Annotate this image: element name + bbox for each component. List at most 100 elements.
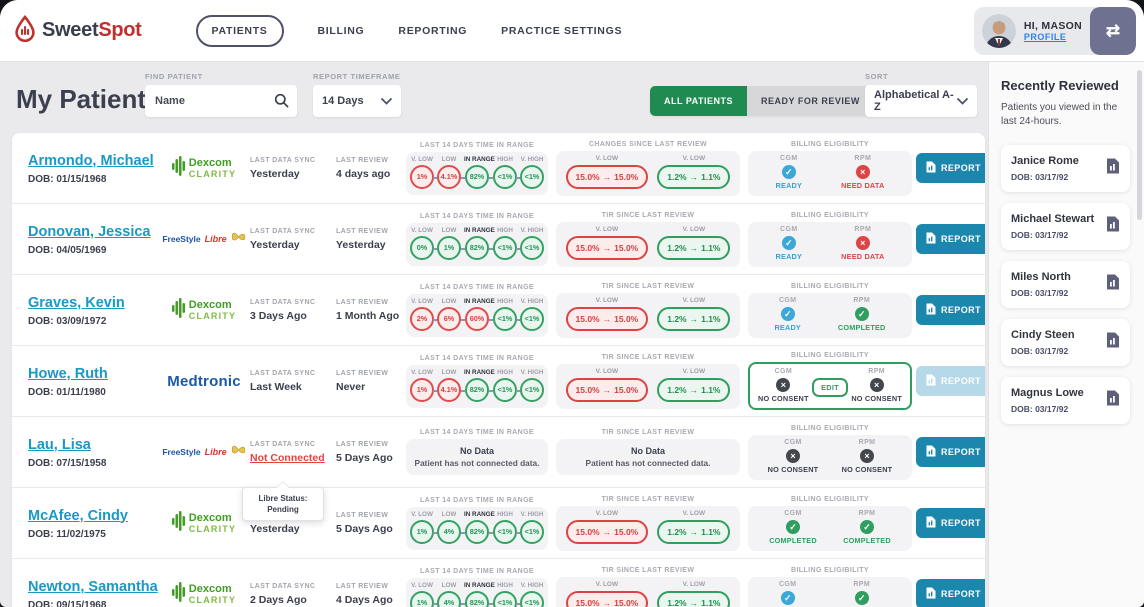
timeframe-select[interactable]: 14 Days (313, 85, 401, 117)
reviewed-patient-dob: DOB: 03/17/92 (1011, 172, 1069, 182)
last-data-sync-value[interactable]: Not Connected (250, 451, 325, 464)
recently-reviewed-card[interactable]: Janice Rome DOB: 03/17/92 (1001, 145, 1130, 192)
nav-practice-settings[interactable]: PRACTICE SETTINGS (501, 17, 622, 45)
report-button[interactable]: REPORT (916, 366, 985, 396)
recently-reviewed-text: Magnus Lowe DOB: 03/17/92 (1011, 387, 1084, 414)
x-circle-icon: × (786, 448, 800, 463)
billing-status: NO CONSENT (758, 394, 809, 403)
change-to: 1.1% (701, 242, 721, 253)
patient-name-link[interactable]: Graves, Kevin (28, 294, 125, 311)
nav-reporting[interactable]: REPORTING (398, 17, 467, 45)
billing-status: NO CONSENT (851, 394, 902, 403)
report-button[interactable]: REPORT (916, 437, 985, 467)
scrollbar-thumb[interactable] (1137, 70, 1142, 220)
recently-reviewed-card[interactable]: Magnus Lowe DOB: 03/17/92 (1001, 377, 1130, 424)
tir-item: IN RANGE 82% (461, 369, 495, 402)
last-data-sync-value: 3 Days Ago (250, 309, 307, 322)
changes-panel: V. LOW 15.0% 15.0% V. LOW 1.2% 1.1% (556, 221, 740, 267)
device-sub-name: CLARITY (188, 169, 237, 179)
check-circle-icon: ✓ (780, 590, 795, 605)
tir-panel: V. LOW 2% LOW 6% IN RANGE 60% HIGH <1% V. HIGH <1… (406, 293, 548, 337)
recently-reviewed-subtitle: Patients you viewed in the last 24-hours… (1001, 102, 1118, 127)
patient-row: Donovan, Jessica DOB: 04/05/1969 FreeStyle… (12, 204, 985, 275)
tir-item: HIGH <1% (489, 298, 517, 331)
billing-type-label: RPM (868, 368, 886, 375)
ready-for-review-toggle[interactable]: READY FOR REVIEW (747, 86, 874, 116)
change-from: 1.2% (667, 526, 687, 537)
recently-reviewed-card[interactable]: Miles North DOB: 03/17/92 (1001, 261, 1130, 308)
change-item: V. LOW 15.0% 15.0% (565, 368, 649, 402)
nav-billing[interactable]: BILLING (318, 17, 365, 45)
change-from: 15.0% (575, 313, 600, 324)
change-to: 1.1% (701, 384, 721, 395)
change-pill: 15.0% 15.0% (565, 306, 649, 331)
changes-header: TIR SINCE LAST REVIEW (601, 353, 695, 361)
patient-name-link[interactable]: Donovan, Jessica (28, 223, 151, 240)
billing-status: COMPLETED (769, 535, 817, 545)
billing-type-label: CGM (778, 296, 797, 304)
last-review-value: Yesterday (336, 238, 386, 251)
device-name: FreeStyle (162, 234, 201, 244)
x-circle-icon: × (869, 378, 884, 392)
tir-value-circle: 1% (410, 377, 434, 402)
report-button[interactable]: REPORT (916, 508, 985, 538)
brand-logo: SweetSpot (14, 14, 142, 47)
x-circle-icon: × (855, 164, 870, 179)
sort-select[interactable]: Alphabetical A-Z (865, 85, 977, 117)
patient-name-link[interactable]: Armondo, Michael (28, 152, 154, 169)
patient-name-link[interactable]: Lau, Lisa (28, 436, 91, 453)
tir-header: LAST 14 DAYS TIME IN RANGE (420, 428, 534, 436)
patient-filter-toggle: ALL PATIENTS READY FOR REVIEW (650, 86, 874, 116)
tir-range-label: V. LOW (411, 510, 433, 518)
patient-name-link[interactable]: Howe, Ruth (28, 365, 108, 382)
edit-consent-button[interactable]: EDIT (812, 378, 848, 397)
patient-name-link[interactable]: McAfee, Cindy (28, 507, 128, 524)
billing-type-label: RPM (858, 509, 876, 517)
billing-header: BILLING ELIGIBILITY (791, 495, 869, 503)
report-button[interactable]: REPORT (916, 295, 985, 325)
switch-account-button[interactable]: ⇄ (1090, 6, 1136, 55)
search-input[interactable] (145, 85, 297, 117)
change-item: V. LOW 15.0% 15.0% (565, 155, 649, 189)
tir-item: HIGH <1% (489, 156, 517, 189)
profile-link[interactable]: PROFILE (1023, 31, 1067, 42)
avatar[interactable] (981, 13, 1016, 48)
device-sub-name: Libre (204, 447, 227, 457)
recently-reviewed-text: Cindy Steen DOB: 03/17/92 (1011, 329, 1075, 356)
report-button[interactable]: REPORT (916, 153, 985, 183)
all-patients-toggle[interactable]: ALL PATIENTS (650, 86, 747, 116)
tir-panel: V. LOW 1% LOW 4.1% IN RANGE 82% HIGH <1% V. HIGH… (406, 151, 548, 195)
report-button-label: REPORT (941, 305, 981, 315)
nav-patients[interactable]: PATIENTS (195, 14, 284, 47)
patient-dob: DOB: 04/05/1969 (28, 244, 107, 256)
change-to: 1.1% (701, 526, 721, 537)
change-from: 1.2% (667, 597, 687, 607)
report-button[interactable]: REPORT (916, 579, 985, 607)
top-bar: SweetSpot PATIENTS BILLING REPORTING PRACTI… (0, 0, 1144, 62)
changes-header: CHANGES SINCE LAST REVIEW (588, 140, 708, 148)
changes-panel: V. LOW 15.0% 15.0% V. LOW 1.2% 1.1% (556, 292, 740, 338)
tir-item: HIGH <1% (489, 369, 517, 402)
change-label: V. LOW (682, 154, 706, 162)
report-button[interactable]: REPORT (916, 224, 985, 254)
billing-item-rpm: RPM × NEED DATA (841, 155, 884, 190)
tir-item: V. LOW 1% (410, 511, 434, 544)
reviewed-patient-dob: DOB: 03/17/92 (1011, 230, 1069, 240)
change-from: 1.2% (667, 313, 687, 324)
tir-range-label: IN RANGE (464, 510, 495, 518)
libre-logo: FreeStyle Libre (158, 443, 250, 461)
change-pill: 1.2% 1.1% (657, 377, 731, 402)
report-document-icon (1106, 216, 1120, 237)
change-pill: 1.2% 1.1% (657, 590, 731, 607)
change-label: V. LOW (595, 580, 619, 588)
recently-reviewed-card[interactable]: Michael Stewart DOB: 03/17/92 (1001, 203, 1130, 250)
tooltip-line: Libre Status: (258, 493, 308, 503)
billing-item-cgm: CGM ✓ COMPLETED (769, 510, 817, 545)
billing-type-label: RPM (853, 580, 871, 588)
change-to: 15.0% (614, 526, 639, 537)
arrow-right-icon (687, 527, 702, 537)
billing-type-label: CGM (780, 225, 798, 233)
recently-reviewed-card[interactable]: Cindy Steen DOB: 03/17/92 (1001, 319, 1130, 366)
tir-header: LAST 14 DAYS TIME IN RANGE (420, 141, 534, 149)
patient-name-link[interactable]: Newton, Samantha (28, 578, 158, 595)
